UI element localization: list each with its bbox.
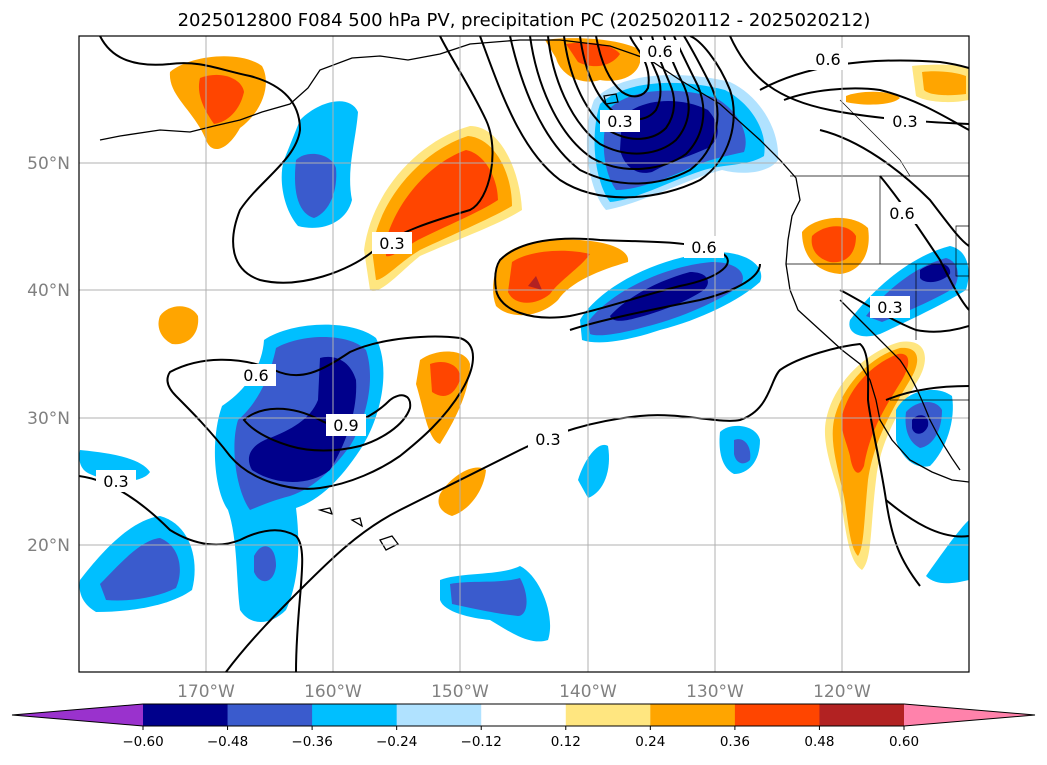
latitude-ticks: 20°N 30°N 40°N 50°N	[27, 154, 70, 556]
precip-blob-positive	[430, 361, 461, 396]
contour-labels: 0.6 0.3 0.6 0.3 0.6 0.3 0.6 0.9 0.3 0.3 …	[96, 40, 926, 492]
precip-blob-negative	[610, 272, 708, 321]
precip-blob-positive	[922, 71, 966, 96]
contour-line	[225, 342, 921, 672]
contour-line	[839, 289, 969, 333]
contour-line	[595, 36, 650, 98]
map-frame	[78, 35, 970, 673]
contour-line	[885, 499, 969, 538]
colorbar-tick-label: 0.12	[551, 734, 581, 750]
lat-tick-label: 20°N	[27, 536, 70, 556]
lon-tick-label: 130°W	[686, 682, 744, 702]
island	[379, 535, 399, 551]
colorbar-tick-label: −0.48	[207, 734, 248, 750]
colorbar-tick-label: −0.24	[376, 734, 417, 750]
chart-title: 2025012800 F084 500 hPa PV, precipitatio…	[178, 10, 871, 31]
colorbar-tick-label: 0.36	[720, 734, 750, 750]
contour-line	[242, 394, 412, 452]
colorbar-segment	[227, 704, 313, 726]
contour-label: 0.6	[815, 50, 840, 69]
contour-line	[569, 263, 761, 331]
precip-blob-positive	[811, 226, 856, 263]
contour-label: 0.3	[379, 234, 404, 253]
colorbar-segment	[143, 704, 229, 726]
contour-label: 0.9	[333, 416, 358, 435]
island	[350, 517, 364, 528]
contour-line	[879, 175, 969, 311]
precip-blob-positive	[841, 353, 909, 473]
precip-blob-positive	[386, 150, 498, 257]
contour-line	[79, 475, 304, 672]
precip-blob-negative	[920, 263, 951, 283]
contour-line	[783, 87, 969, 131]
contour-line	[479, 36, 735, 199]
contour-line	[759, 59, 969, 91]
grid	[79, 36, 969, 672]
precip-blob-negative	[734, 439, 751, 464]
contour-label: 0.3	[103, 472, 128, 491]
precip-blob-negative	[912, 415, 929, 434]
precip-blob-positive	[846, 91, 900, 105]
colorbar-tick-label: 0.48	[804, 734, 834, 750]
precip-blob-positive	[438, 467, 486, 516]
contour-line	[99, 36, 494, 284]
colorbar-segment	[819, 704, 905, 726]
precip-blob-negative	[450, 578, 527, 616]
precip-blob-positive	[528, 276, 542, 290]
contour-label: 0.6	[647, 42, 672, 61]
colorbar-tick-label: −0.60	[122, 734, 163, 750]
contour-label: 0.6	[243, 366, 268, 385]
longitude-ticks: 170°W 160°W 150°W 140°W 130°W 120°W	[177, 682, 871, 702]
map-contents: 0.6 0.3 0.6 0.3 0.6 0.3 0.6 0.9 0.3 0.3 …	[79, 36, 969, 672]
contour-label: 0.3	[607, 112, 632, 131]
contour-line	[885, 385, 969, 401]
colorbar-segment	[396, 704, 482, 726]
lon-tick-label: 140°W	[559, 682, 617, 702]
contour-line	[563, 36, 676, 140]
contour-line	[494, 237, 729, 319]
colorbar-tick-label: −0.12	[461, 734, 502, 750]
island	[603, 93, 619, 105]
colorbar-extend-low	[12, 704, 143, 726]
precip-blob-negative	[294, 153, 337, 218]
lon-tick-label: 170°W	[177, 682, 235, 702]
pv-contours	[79, 36, 969, 672]
precip-blob-negative	[100, 538, 180, 601]
colorbar-tick-label: 0.24	[635, 734, 665, 750]
contour-label: 0.3	[877, 298, 902, 317]
contour-label: 0.3	[892, 112, 917, 131]
contour-line	[509, 36, 719, 185]
coastline	[99, 39, 969, 483]
colorbar-tick-label: 0.60	[889, 734, 919, 750]
precip-blob-positive	[198, 74, 244, 124]
colorbar-segment	[312, 704, 398, 726]
lat-tick-label: 30°N	[27, 409, 70, 429]
precip-blob-negative	[578, 444, 610, 498]
contour-label: 0.3	[535, 430, 560, 449]
contour-line	[547, 36, 690, 155]
border-line	[955, 225, 969, 277]
precip-blob-negative	[254, 546, 276, 582]
lon-tick-label: 150°W	[431, 682, 489, 702]
colorbar: −0.60 −0.48 −0.36 −0.24 −0.12 0.12 0.24 0.36 0.4…	[11, 703, 1036, 750]
colorbar-segment	[650, 704, 736, 726]
lat-tick-label: 40°N	[27, 281, 70, 301]
island	[317, 507, 334, 516]
coastline	[839, 299, 961, 471]
contour-line	[819, 129, 969, 247]
lon-tick-label: 120°W	[813, 682, 871, 702]
lat-tick-label: 50°N	[27, 154, 70, 174]
colorbar-tick-label: −0.36	[291, 734, 332, 750]
colorbar-segment	[481, 704, 567, 726]
precip-blob-positive	[158, 306, 199, 345]
colorbar-segment	[565, 704, 651, 726]
colorbar-extend-high	[904, 704, 1035, 726]
coastlines	[99, 39, 969, 551]
colorbar-segment	[734, 704, 820, 726]
contour-label: 0.6	[691, 238, 716, 257]
contour-label: 0.6	[889, 204, 914, 223]
precip-blob-positive	[566, 42, 620, 67]
lon-tick-label: 160°W	[304, 682, 362, 702]
